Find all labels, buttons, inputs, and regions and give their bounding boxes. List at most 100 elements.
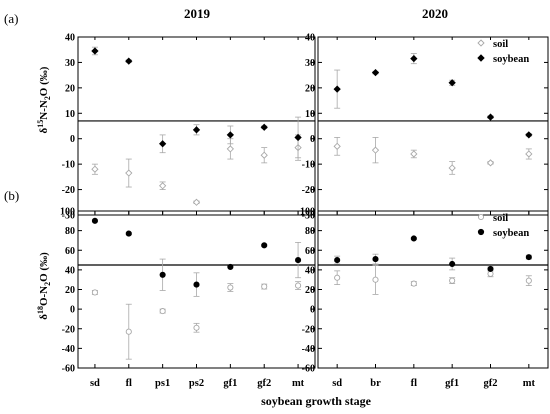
legend: soil soybean: [477, 39, 529, 65]
y-tick-label: 40: [305, 33, 315, 44]
x-axis-label: soybean growth stage: [261, 394, 371, 408]
y-tick-label: -60: [302, 364, 315, 375]
y-tick-label: -20: [302, 185, 315, 196]
y-tick-label: 80: [65, 226, 75, 237]
soybean-point-mt: [295, 257, 302, 264]
soybean-point-sd: [91, 217, 98, 224]
y-tick-label: 10: [65, 109, 75, 120]
soybean-point-mt: [525, 131, 533, 139]
legend-label-soybean: soybean: [493, 54, 529, 65]
soil-point-sd: [334, 274, 341, 281]
category-label-ps2: ps2: [189, 378, 204, 389]
soil-point-mt: [525, 277, 532, 284]
y-tick-label: -40: [302, 344, 315, 355]
y-tick-label: 0: [70, 134, 75, 145]
soybean-point-gf2: [487, 265, 494, 272]
y-tick-label: 40: [65, 33, 75, 44]
y-tick-label: 0: [310, 305, 315, 316]
plot-frame: [317, 36, 549, 216]
category-label-gf1: gf1: [445, 378, 459, 389]
category-label-gf2: gf2: [484, 378, 498, 389]
panel-b-2019: -60 -40 -20 0 20 40 60 80 100 sd fl ps1 ps2 gf1 gf2 mt: [60, 207, 316, 389]
legend-marker-soybean: [477, 54, 485, 62]
soil-point-mt: [525, 150, 533, 158]
category-label-sd: sd: [332, 378, 342, 389]
soybean-point-gf1: [227, 263, 234, 270]
soil-point-ps2: [192, 198, 201, 206]
y-tick-label: 20: [65, 285, 75, 296]
soil-point-ps2: [193, 324, 200, 331]
y-tick-label: 20: [305, 285, 315, 296]
y-tick-label: 60: [65, 246, 75, 257]
category-label-br: br: [370, 378, 381, 389]
soybean-point-ps2: [192, 126, 201, 134]
panel-label-a: (a): [4, 11, 18, 26]
y-tick-label: -10: [62, 160, 75, 171]
y-tick-label: 30: [65, 58, 75, 69]
soil-point-br: [372, 276, 379, 283]
y-tick-label: 30: [305, 58, 315, 69]
panel-a-2019: -30 -20 -10 0 10 20 30 40: [62, 33, 316, 222]
y-tick-label: -20: [62, 185, 75, 196]
soil-point-fl: [410, 150, 418, 158]
year-title-2019: 2019: [184, 6, 211, 21]
y-tick-label: 0: [70, 305, 75, 316]
year-title-2020: 2020: [422, 6, 448, 21]
soil-point-br: [371, 146, 380, 154]
soil-point-gf2: [486, 159, 495, 167]
soil-point-fl: [125, 328, 132, 335]
legend-marker-soil: [477, 39, 485, 47]
category-label-fl: fl: [126, 378, 132, 389]
soybean-point-fl: [410, 54, 418, 63]
y-tick-label: 0: [310, 134, 315, 145]
category-label-ps1: ps1: [155, 378, 170, 389]
y-tick-label: 20: [305, 83, 315, 94]
y-tick-label: -10: [302, 160, 315, 171]
soil-point-gf1: [448, 164, 456, 172]
category-label-gf1: gf1: [223, 378, 237, 389]
soil-point-fl: [125, 169, 133, 177]
soybean-point-br: [372, 256, 379, 263]
soybean-point-mt: [525, 254, 532, 261]
soil-point-gf2: [260, 151, 268, 159]
soil-point-ps1: [159, 182, 167, 190]
soybean-point-fl: [125, 230, 132, 237]
soybean-point-fl: [410, 235, 417, 242]
panel-label-b: (b): [4, 188, 19, 203]
soil-point-gf1: [227, 284, 234, 291]
legend-marker-soil: [477, 213, 485, 221]
y-tick-label: -30: [302, 211, 315, 222]
soil-point-gf1: [226, 145, 234, 153]
category-label-mt: mt: [292, 378, 305, 389]
legend-label-soybean: soybean: [493, 228, 529, 239]
y-tick-label: 40: [65, 265, 75, 276]
soil-point-mt: [295, 282, 302, 289]
category-label-gf2: gf2: [257, 378, 271, 389]
y-tick-label: -30: [62, 211, 75, 222]
y-tick-label: 100: [300, 207, 315, 218]
category-label-mt: mt: [523, 378, 536, 389]
soybean-point-fl: [125, 57, 133, 65]
soil-point-fl: [410, 280, 417, 287]
y-axis-label-b: δ18O-N2O (‰): [36, 252, 52, 320]
soil-point-sd: [333, 142, 341, 150]
y-tick-label: 40: [305, 265, 315, 276]
soil-point-gf2: [261, 283, 268, 290]
y-tick-label: -40: [62, 344, 75, 355]
soybean-point-ps1: [159, 271, 166, 278]
category-label-fl: fl: [411, 378, 417, 389]
soybean-point-ps1: [159, 140, 167, 148]
soil-point-ps1: [159, 308, 166, 315]
soil-point-sd: [91, 289, 98, 296]
category-label-sd: sd: [90, 378, 100, 389]
soybean-point-sd: [334, 257, 341, 264]
soybean-point-gf2: [486, 113, 495, 121]
legend: soil soybean: [477, 213, 529, 239]
y-tick-label: -20: [62, 324, 75, 335]
soybean-point-gf1: [226, 131, 234, 139]
soybean-point-gf2: [261, 242, 268, 249]
y-tick-label: 100: [60, 207, 75, 218]
soybean-point-sd: [91, 47, 99, 55]
soybean-point-sd: [333, 85, 341, 93]
